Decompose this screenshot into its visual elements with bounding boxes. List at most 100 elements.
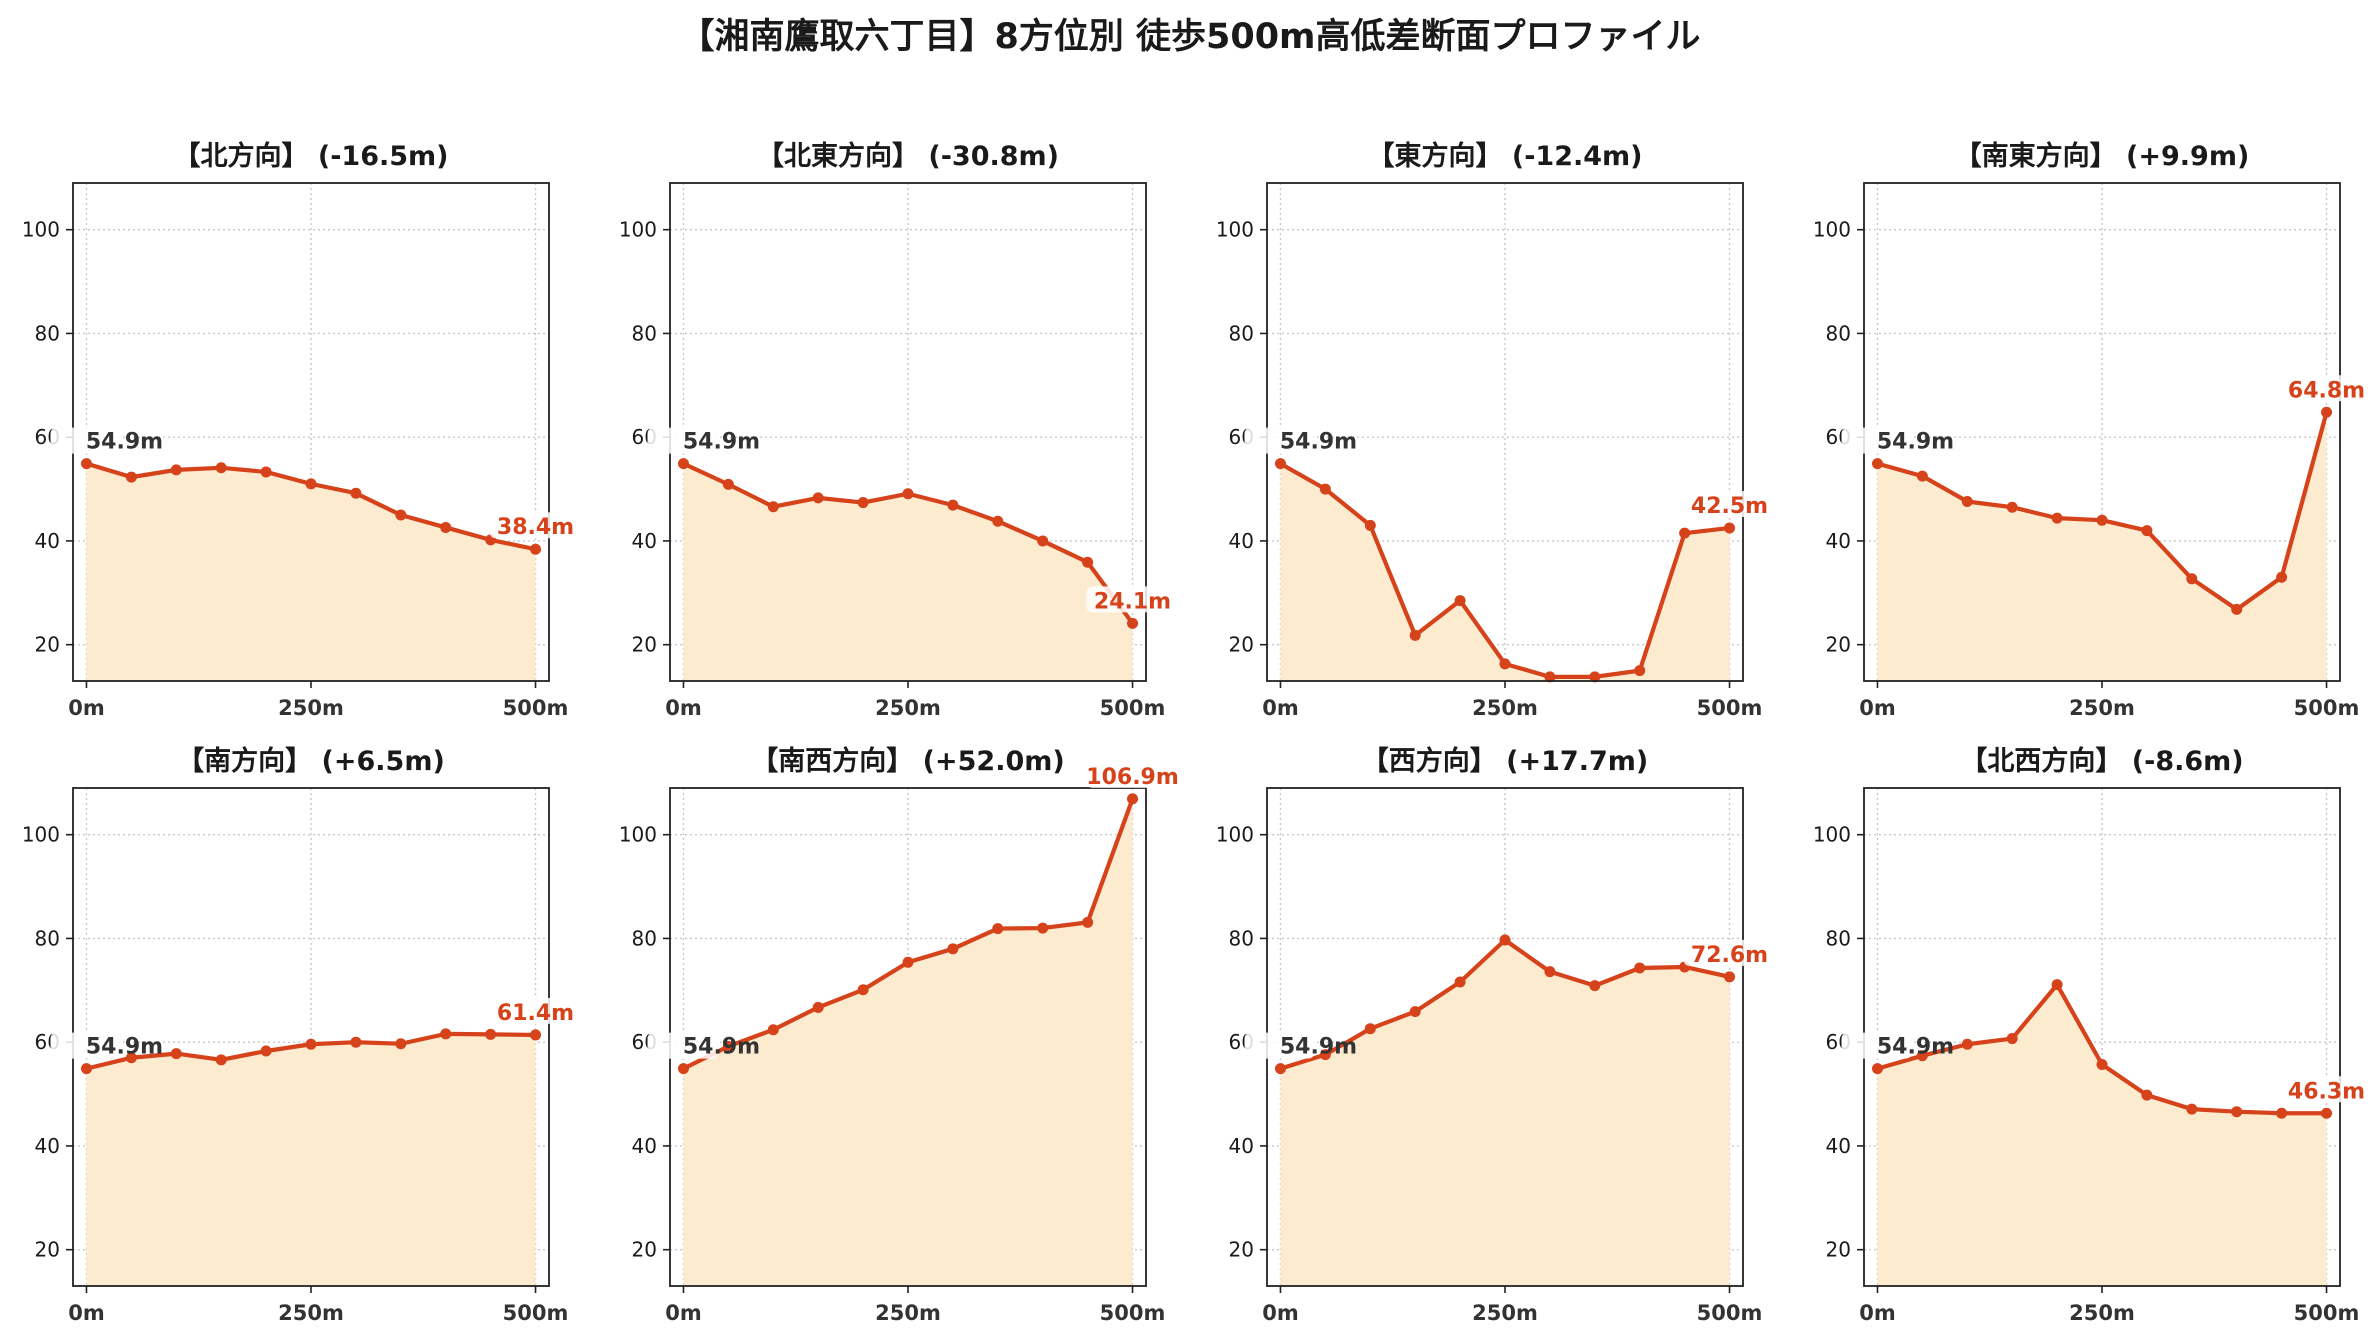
data-point — [1082, 916, 1094, 928]
y-tick-label: 20 — [632, 633, 657, 657]
data-point — [947, 943, 959, 955]
area-fill — [1877, 984, 2327, 1286]
data-point — [395, 1038, 407, 1050]
data-point — [677, 1063, 689, 1075]
end-label-bg — [489, 997, 562, 1024]
data-point — [2141, 525, 2153, 537]
panel-title: 【東方向】 (-12.4m) — [1367, 140, 1642, 172]
end-label: 42.5m — [1691, 494, 1768, 519]
data-point — [305, 1038, 317, 1050]
start-label: 54.9m — [683, 1035, 760, 1060]
data-point — [722, 1040, 734, 1052]
x-tick-label: 250m — [278, 1301, 344, 1325]
x-tick-label: 500m — [503, 1301, 569, 1325]
data-point — [215, 1054, 227, 1066]
data-point — [2186, 1103, 2198, 1115]
data-point — [1724, 522, 1736, 534]
x-tick-label: 250m — [2069, 696, 2135, 720]
area-fill — [683, 463, 1133, 681]
data-point — [80, 1063, 92, 1075]
data-point — [2006, 1033, 2018, 1045]
start-label: 54.9m — [1877, 1035, 1954, 1060]
data-point — [1589, 980, 1601, 992]
data-point — [2006, 501, 2018, 513]
y-tick-label: 40 — [35, 1134, 60, 1158]
data-point — [812, 492, 824, 504]
data-point — [260, 466, 272, 478]
data-point — [530, 1029, 542, 1041]
data-point — [1364, 519, 1376, 531]
panel-title: 【南方向】 (+6.5m) — [177, 745, 445, 777]
data-point — [902, 488, 914, 500]
start-label: 54.9m — [86, 430, 163, 455]
data-point — [767, 1024, 779, 1036]
y-tick-label: 40 — [35, 529, 60, 553]
y-tick-label: 100 — [1813, 823, 1851, 847]
end-label: 46.3m — [2288, 1079, 2365, 1104]
data-point — [947, 499, 959, 511]
area-fill — [1280, 939, 1730, 1286]
data-point — [350, 487, 362, 499]
x-tick-label: 0m — [1859, 1301, 1896, 1325]
y-tick-label: 100 — [619, 823, 657, 847]
data-point — [1037, 922, 1049, 934]
start-label: 54.9m — [86, 1035, 163, 1060]
panel-title: 【西方向】 (+17.7m) — [1362, 745, 1648, 777]
start-label-bg — [1244, 1032, 1315, 1059]
end-label: 64.8m — [2288, 378, 2365, 403]
data-point — [1499, 934, 1511, 946]
data-point — [2051, 512, 2063, 524]
data-point — [1127, 793, 1139, 805]
data-point — [1961, 496, 1973, 508]
start-label: 54.9m — [1877, 430, 1954, 455]
data-point — [1871, 1063, 1883, 1075]
y-tick-label: 80 — [1229, 321, 1254, 345]
data-point — [125, 471, 137, 483]
x-tick-label: 0m — [665, 696, 702, 720]
y-tick-label: 100 — [1216, 823, 1254, 847]
x-tick-label: 0m — [68, 696, 105, 720]
start-label: 54.9m — [1280, 430, 1357, 455]
panel-title: 【南西方向】 (+52.0m) — [751, 745, 1064, 777]
data-point — [2276, 571, 2288, 583]
start-label-bg — [1841, 427, 1912, 454]
data-point — [1454, 976, 1466, 988]
end-label: 72.6m — [1691, 943, 1768, 968]
data-point — [992, 923, 1004, 935]
x-tick-label: 0m — [1262, 696, 1299, 720]
data-point — [1274, 1063, 1286, 1075]
data-point — [2051, 979, 2063, 991]
data-point — [1916, 1050, 1928, 1062]
x-tick-label: 500m — [1100, 1301, 1166, 1325]
x-tick-label: 500m — [2294, 696, 2360, 720]
start-label: 54.9m — [683, 430, 760, 455]
data-point — [485, 1028, 497, 1040]
x-tick-label: 0m — [1262, 1301, 1299, 1325]
x-tick-label: 250m — [278, 696, 344, 720]
area-fill — [1877, 412, 2327, 681]
y-tick-label: 20 — [632, 1238, 657, 1262]
panel-title: 【北西方向】 (-8.6m) — [1960, 745, 2243, 777]
x-tick-label: 500m — [1697, 696, 1763, 720]
data-point — [722, 478, 734, 490]
y-tick-label: 20 — [1826, 633, 1851, 657]
data-point — [992, 515, 1004, 527]
y-tick-label: 80 — [632, 926, 657, 950]
x-tick-label: 500m — [503, 696, 569, 720]
y-tick-label: 40 — [1229, 1134, 1254, 1158]
data-point — [1274, 458, 1286, 470]
data-point — [80, 458, 92, 470]
y-tick-label: 80 — [35, 321, 60, 345]
data-point — [1961, 1038, 1973, 1050]
y-tick-label: 100 — [22, 218, 60, 242]
y-tick-label: 100 — [1216, 218, 1254, 242]
data-point — [1037, 535, 1049, 547]
data-point — [1634, 962, 1646, 974]
area-fill — [86, 1033, 536, 1286]
data-point — [1127, 617, 1139, 629]
end-label-bg — [1683, 939, 1756, 966]
y-tick-label: 40 — [1826, 529, 1851, 553]
